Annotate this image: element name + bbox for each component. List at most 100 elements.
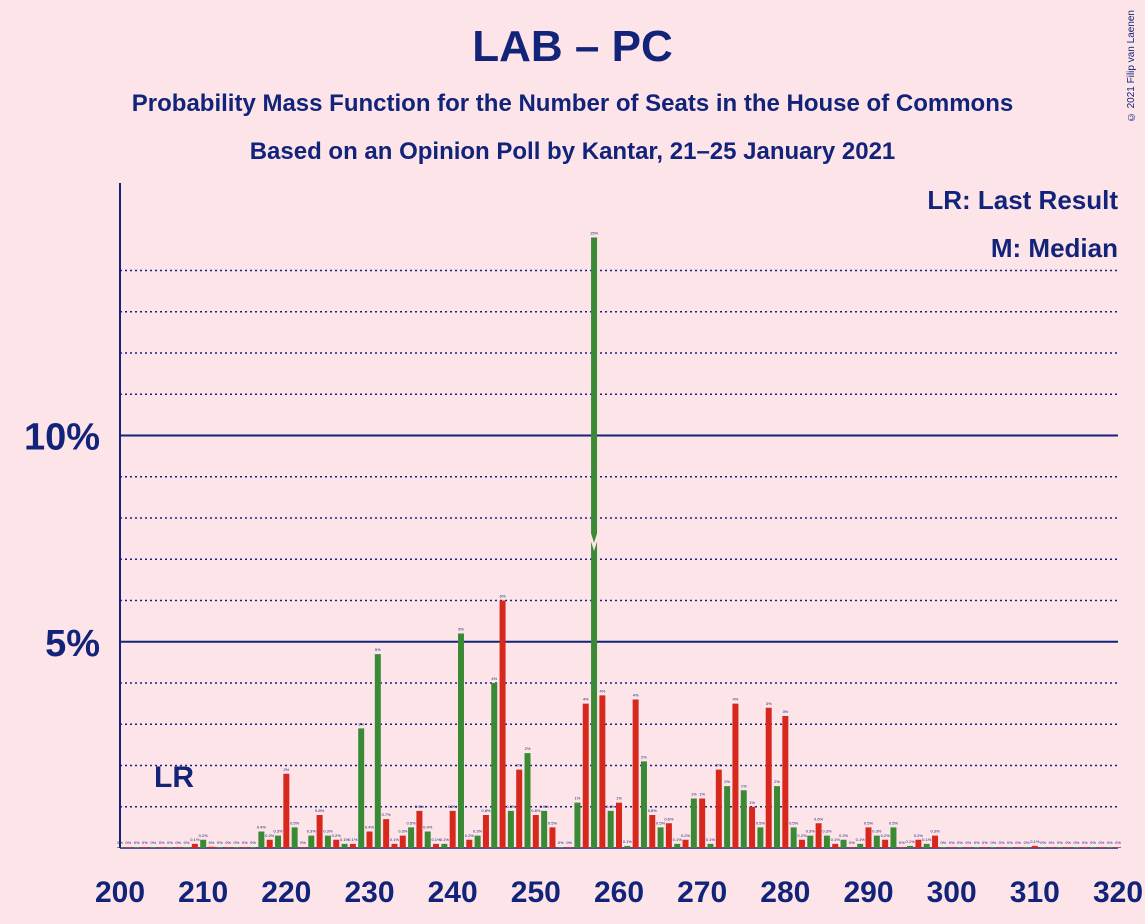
bar-value-label: 0% <box>899 840 905 845</box>
median-marker <box>590 530 599 551</box>
bar <box>582 703 589 848</box>
bar <box>1073 847 1080 848</box>
bar-value-label: 0.3% <box>273 829 283 834</box>
bar <box>316 815 323 848</box>
bar-value-label: 1% <box>749 800 755 805</box>
bar-value-label: 0.1% <box>440 837 450 842</box>
bar-value-label: 0.3% <box>398 829 408 834</box>
bar-value-label: 0% <box>234 840 240 845</box>
bar-value-label: 0% <box>167 840 173 845</box>
bar-value-label: 4% <box>583 697 589 702</box>
x-tick-label: 280 <box>760 876 810 909</box>
bar-value-label: 0.4% <box>423 825 433 830</box>
x-tick-label: 250 <box>511 876 561 909</box>
bar-value-label: 1% <box>699 792 705 797</box>
bar <box>541 810 548 848</box>
bar-value-label: 0.1% <box>348 837 358 842</box>
bar <box>898 847 905 848</box>
bar-value-label: 2% <box>516 763 522 768</box>
bar-value-label: 0.3% <box>930 829 940 834</box>
bar <box>150 847 157 848</box>
bar <box>865 827 872 848</box>
bar-value-label: 0% <box>1065 840 1071 845</box>
bar <box>366 831 373 848</box>
bar <box>158 847 165 848</box>
bar <box>408 827 415 848</box>
median-notch <box>590 530 599 551</box>
bar <box>474 835 481 848</box>
bar-value-label: 0% <box>1082 840 1088 845</box>
bar-value-label: 0.8% <box>315 808 325 813</box>
bar-value-label: 0% <box>1107 840 1113 845</box>
bar <box>433 843 440 848</box>
bar <box>948 847 955 848</box>
bar-value-label: 0.7% <box>382 812 392 817</box>
y-tick-label: 10% <box>24 417 100 459</box>
bar <box>707 843 714 848</box>
bar-value-label: 0% <box>1098 840 1104 845</box>
bar <box>250 847 257 848</box>
bar <box>499 600 506 848</box>
bar <box>441 843 448 848</box>
bar-value-label: 0.5% <box>407 820 417 825</box>
bar-value-label: 0.1% <box>856 837 866 842</box>
bar-value-label: 0.3% <box>806 829 816 834</box>
bar-value-label: 0.1% <box>922 837 932 842</box>
bar-value-label: 0% <box>558 840 564 845</box>
bar <box>491 683 498 848</box>
grid-lines <box>120 269 1118 849</box>
bar-value-label: 0% <box>999 840 1005 845</box>
bar <box>183 847 190 848</box>
bar-value-label: 0% <box>175 840 181 845</box>
bar <box>507 810 514 848</box>
bar <box>391 843 398 848</box>
bar-value-label: 0.5% <box>548 820 558 825</box>
bar-value-label: 0% <box>1049 840 1055 845</box>
bar <box>482 815 489 848</box>
bar-value-label: 0.9% <box>448 804 458 809</box>
bar <box>1040 847 1047 848</box>
bar-value-label: 0% <box>1007 840 1013 845</box>
bar <box>649 815 656 848</box>
bar <box>915 839 922 848</box>
bar <box>624 845 631 848</box>
bar-value-label: 0.5% <box>864 820 874 825</box>
bar-value-label: 0% <box>1024 840 1030 845</box>
bar-value-label: 0% <box>965 840 971 845</box>
bar-value-label: 3% <box>782 709 788 714</box>
bar <box>940 847 947 848</box>
bar <box>532 815 539 848</box>
bar-value-label: 1% <box>741 783 747 788</box>
bar-value-label: 0.2% <box>199 833 209 838</box>
bar-value-label: 0% <box>300 840 306 845</box>
bar-value-label: 0.1% <box>340 837 350 842</box>
bar <box>516 769 523 848</box>
bar-value-label: 0% <box>1015 840 1021 845</box>
bar <box>798 839 805 848</box>
bar <box>266 839 273 848</box>
bar-value-label: 0% <box>217 840 223 845</box>
bar-value-label: 0% <box>134 840 140 845</box>
bar <box>973 847 980 848</box>
legend-median: M: Median <box>991 233 1118 263</box>
bar <box>141 847 148 848</box>
bar-value-label: 0.2% <box>465 833 475 838</box>
bar <box>275 835 282 848</box>
bar-value-label: 0% <box>1115 840 1121 845</box>
bar <box>848 847 855 848</box>
bar-value-label: 0.9% <box>540 804 550 809</box>
bar-value-label: 0% <box>150 840 156 845</box>
bar-value-label: 0% <box>242 840 248 845</box>
bar <box>823 835 830 848</box>
bar <box>907 845 914 848</box>
bar <box>258 831 265 848</box>
bar-value-label: 0.4% <box>365 825 375 830</box>
bar-value-label: 2% <box>774 779 780 784</box>
x-tick-label: 240 <box>428 876 478 909</box>
bar <box>965 847 972 848</box>
bar-value-label: 0.2% <box>839 833 849 838</box>
bar-value-label: 3% <box>358 721 364 726</box>
bar-value-label: 0.6% <box>814 816 824 821</box>
bar <box>599 695 606 848</box>
